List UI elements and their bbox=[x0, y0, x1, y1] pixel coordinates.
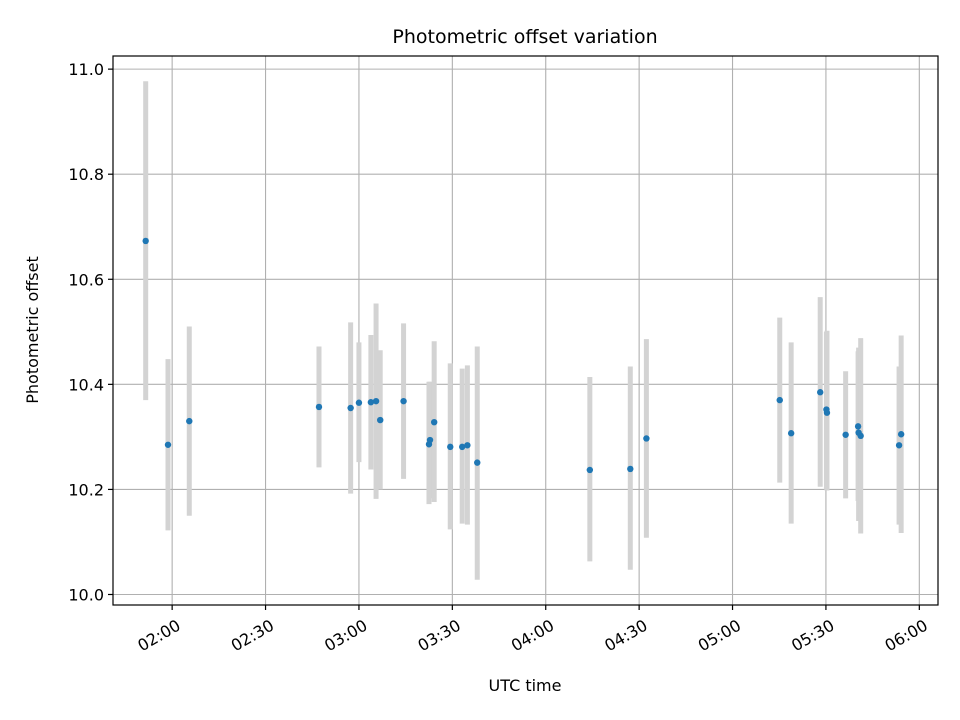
x-axis-label: UTC time bbox=[489, 676, 562, 695]
data-point bbox=[426, 436, 434, 444]
plot-frame bbox=[112, 55, 939, 606]
data-point bbox=[776, 396, 783, 404]
y-tick-label: 10.2 bbox=[68, 480, 104, 499]
data-point bbox=[142, 237, 149, 245]
x-tick-label: 05:00 bbox=[695, 616, 744, 656]
data-point bbox=[347, 404, 354, 412]
data-point bbox=[643, 435, 650, 442]
x-tick-label: 03:30 bbox=[415, 616, 464, 656]
data-point bbox=[817, 389, 824, 396]
grid-lines bbox=[113, 56, 938, 605]
chart-title: Photometric offset variation bbox=[392, 26, 657, 48]
data-point bbox=[897, 431, 905, 438]
y-axis-label: Photometric offset bbox=[23, 256, 42, 404]
data-point bbox=[400, 397, 407, 405]
data-point bbox=[787, 430, 795, 437]
data-point bbox=[854, 423, 862, 430]
y-axis-ticks: 10.0 10.2 10.4 10.6 10.8 11.0 bbox=[68, 60, 113, 604]
x-tick-label: 05:30 bbox=[788, 616, 837, 656]
data-point bbox=[367, 399, 375, 406]
data-point bbox=[474, 459, 481, 466]
data-point bbox=[857, 432, 864, 440]
data-points bbox=[142, 237, 905, 474]
data-point bbox=[627, 465, 634, 473]
data-point bbox=[315, 403, 323, 411]
data-point bbox=[355, 399, 363, 406]
x-tick-label: 02:00 bbox=[134, 616, 183, 656]
data-point bbox=[586, 466, 594, 474]
y-tick-label: 10.8 bbox=[68, 165, 104, 184]
y-tick-label: 10.4 bbox=[68, 375, 104, 394]
x-tick-label: 02:30 bbox=[228, 616, 277, 656]
x-tick-label: 03:00 bbox=[321, 616, 370, 656]
data-point bbox=[164, 441, 172, 448]
data-point bbox=[895, 442, 903, 449]
data-point bbox=[458, 443, 466, 451]
x-tick-label: 04:00 bbox=[508, 616, 557, 656]
x-tick-label: 04:30 bbox=[601, 616, 650, 656]
data-point bbox=[464, 442, 471, 449]
x-axis-ticks: 02:00 02:30 03:00 03:30 04:00 04:30 05:00 05:30… bbox=[134, 605, 931, 655]
y-tick-label: 10.0 bbox=[68, 585, 104, 604]
data-point bbox=[430, 418, 438, 426]
data-point bbox=[372, 397, 380, 405]
data-point bbox=[842, 431, 849, 438]
y-tick-label: 10.6 bbox=[68, 270, 104, 289]
data-point bbox=[823, 409, 831, 416]
error-bars bbox=[143, 81, 904, 580]
data-point bbox=[447, 443, 454, 451]
y-tick-label: 11.0 bbox=[68, 60, 104, 79]
x-tick-label: 06:00 bbox=[881, 616, 930, 656]
data-point bbox=[186, 417, 193, 425]
data-point bbox=[377, 416, 384, 424]
